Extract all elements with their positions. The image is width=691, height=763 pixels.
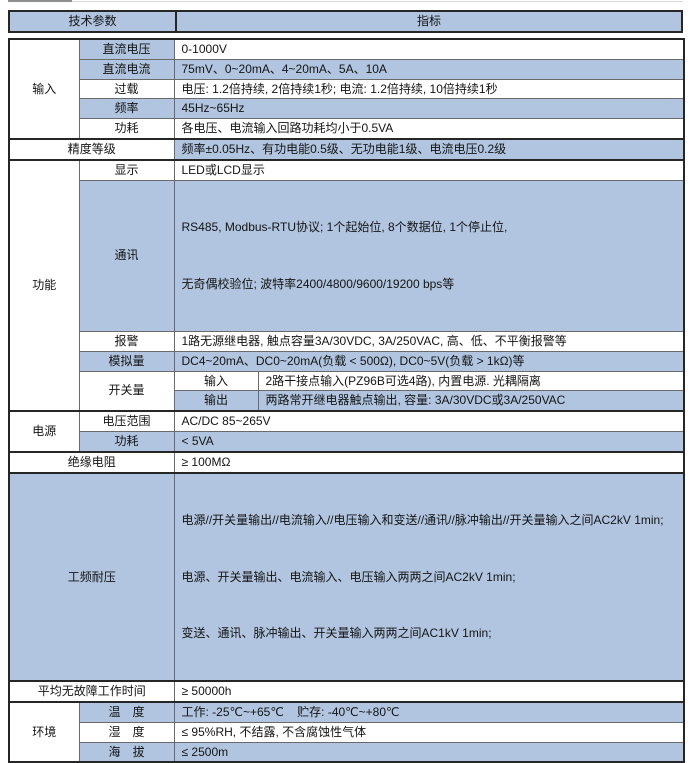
row-sublabel: 输入 (173, 370, 259, 392)
header-row: 技术参数 指标 (8, 10, 683, 33)
row-value: ≤ 2500m (173, 741, 685, 763)
row-humidity: 湿 度 ≤ 95%RH, 不结露, 不含腐蚀性气体 (9, 721, 685, 743)
row-communication: 通讯 RS485, Modbus-RTU协议; 1个起始位, 8个数据位, 1个… (9, 179, 685, 332)
row-value: 45Hz~65Hz (173, 98, 685, 120)
row-label: 平均无故障工作时间 (8, 680, 175, 703)
row-label: 绝缘电阻 (8, 450, 175, 474)
row-value: 电源//开关量输出//电流输入//电压输入和变送//通讯//脉冲输出//开关量输… (173, 471, 685, 682)
row-value: DC4~20mA、DC0~20mA(负载 < 500Ω), DC0~5V(负载 … (173, 350, 685, 372)
row-label: 功耗 (78, 118, 175, 140)
withstand-line-1: 电源//开关量输出//电流输入//电压输入和变送//通讯//脉冲输出//开关量输… (181, 513, 664, 528)
row-power-consumption: 功耗 < 5VA (9, 430, 685, 453)
row-dc-current: 直流电流 75mV、0~20mA、4~20mA、5A、10A (9, 58, 685, 80)
row-value: 各电压、电流输入回路功耗均小于0.5VA (173, 118, 685, 140)
row-accuracy-class: 精度等级 频率±0.05Hz、有功电能0.5级、无功电能1级、电流电压0.2级 (8, 137, 685, 161)
row-label: 工频耐压 (8, 471, 175, 682)
row-temperature: 环境 温 度 工作: -25℃~+65℃ 贮存: -40℃~+80℃ (8, 701, 685, 763)
group-cell-function: 功能 (8, 158, 80, 412)
row-altitude: 海 拔 ≤ 2500m (9, 741, 685, 763)
group-cell-switch: 开关量 (78, 370, 175, 412)
row-label: 模拟量 (78, 350, 175, 372)
row-label: 直流电流 (78, 58, 175, 80)
row-label: 显示 (78, 158, 175, 181)
group-cell-power: 电源 (8, 410, 80, 453)
withstand-line-3: 变送、通讯、脉冲输出、开关量输入两两之间AC1kV 1min; (181, 625, 492, 640)
row-sublabel: 输出 (173, 390, 259, 412)
row-display: 功能 显示 LED或LCD显示 (8, 158, 685, 412)
row-value: 2路干接点输入(PZ96B可选4路), 内置电源. 光耦隔离 (257, 370, 685, 392)
row-value: ≤ 95%RH, 不结露, 不含腐蚀性气体 (173, 721, 685, 743)
row-value: 两路常开继电器触点输出, 容量: 3A/30VDC或3A/250VAC (257, 390, 685, 412)
spec-sheet-page: 技术参数 指标 输入 直流电压 0-1000V 直流电流 75mV、0~20mA… (8, 0, 685, 763)
table-header: 技术参数 指标 (8, 10, 683, 33)
row-label: 电压范围 (78, 410, 175, 432)
cropped-line-artifact-light (72, 1, 683, 2)
group-cell-environment: 环境 (8, 701, 80, 763)
row-withstand-voltage: 工频耐压 电源//开关量输出//电流输入//电压输入和变送//通讯//脉冲输出/… (8, 471, 685, 682)
row-overload: 过载 电压: 1.2倍持续, 2倍持续1秒; 电流: 1.2倍持续, 10倍持续… (9, 78, 685, 100)
row-label: 海 拔 (78, 741, 175, 763)
row-voltage-range: 电源 电压范围 AC/DC 85~265V (8, 410, 685, 453)
row-label: 通讯 (78, 179, 175, 332)
row-value: 0-1000V (173, 38, 685, 60)
comm-line-2: 无奇偶校验位; 波特率2400/4800/9600/19200 bps等 (181, 276, 455, 291)
row-value: AC/DC 85~265V (173, 410, 685, 432)
row-mtbf: 平均无故障工作时间 ≥ 50000h (8, 680, 685, 703)
row-dc-voltage: 输入 直流电压 0-1000V (8, 38, 685, 140)
row-value: ≥ 50000h (173, 680, 685, 703)
row-label: 湿 度 (78, 721, 175, 743)
row-label: 直流电压 (78, 38, 175, 60)
row-switch-output: 输出 两路常开继电器触点输出, 容量: 3A/30VDC或3A/250VAC (9, 390, 685, 412)
header-cell-parameters: 技术参数 (8, 10, 177, 33)
row-value: 工作: -25℃~+65℃ 贮存: -40℃~+80℃ (173, 701, 685, 723)
cropped-line-artifact (8, 0, 72, 2)
spec-table: 输入 直流电压 0-1000V 直流电流 75mV、0~20mA、4~20mA、… (8, 38, 685, 763)
withstand-line-2: 电源、开关量输出、电流输入、电压输入两两之间AC2kV 1min; (181, 569, 516, 584)
header-cell-index: 指标 (175, 10, 683, 33)
row-label: 频率 (78, 98, 175, 120)
row-analog-output: 模拟量 DC4~20mA、DC0~20mA(负载 < 500Ω), DC0~5V… (9, 350, 685, 372)
row-value: < 5VA (173, 430, 685, 453)
row-label: 过载 (78, 78, 175, 100)
row-value: 75mV、0~20mA、4~20mA、5A、10A (173, 58, 685, 80)
row-switch-input: 开关量 输入 2路干接点输入(PZ96B可选4路), 内置电源. 光耦隔离 (9, 370, 685, 412)
row-value: RS485, Modbus-RTU协议; 1个起始位, 8个数据位, 1个停止位… (173, 179, 685, 332)
row-label: 报警 (78, 330, 175, 352)
row-alarm: 报警 1路无源继电器, 触点容量3A/30VDC, 3A/250VAC, 高、低… (9, 330, 685, 352)
row-label: 功耗 (78, 430, 175, 453)
row-insulation-resistance: 绝缘电阻 ≥ 100MΩ (8, 450, 685, 474)
row-value: 1路无源继电器, 触点容量3A/30VDC, 3A/250VAC, 高、低、不平… (173, 330, 685, 352)
row-frequency: 频率 45Hz~65Hz (9, 98, 685, 120)
row-value: ≥ 100MΩ (173, 450, 685, 474)
row-label: 温 度 (78, 701, 175, 723)
row-label: 精度等级 (8, 137, 175, 161)
comm-line-1: RS485, Modbus-RTU协议; 1个起始位, 8个数据位, 1个停止位… (181, 220, 508, 235)
row-value: LED或LCD显示 (173, 158, 685, 181)
row-input-consumption: 功耗 各电压、电流输入回路功耗均小于0.5VA (9, 118, 685, 140)
row-value: 频率±0.05Hz、有功电能0.5级、无功电能1级、电流电压0.2级 (173, 137, 685, 161)
row-value: 电压: 1.2倍持续, 2倍持续1秒; 电流: 1.2倍持续, 10倍持续1秒 (173, 78, 685, 100)
group-cell-input: 输入 (8, 38, 80, 140)
